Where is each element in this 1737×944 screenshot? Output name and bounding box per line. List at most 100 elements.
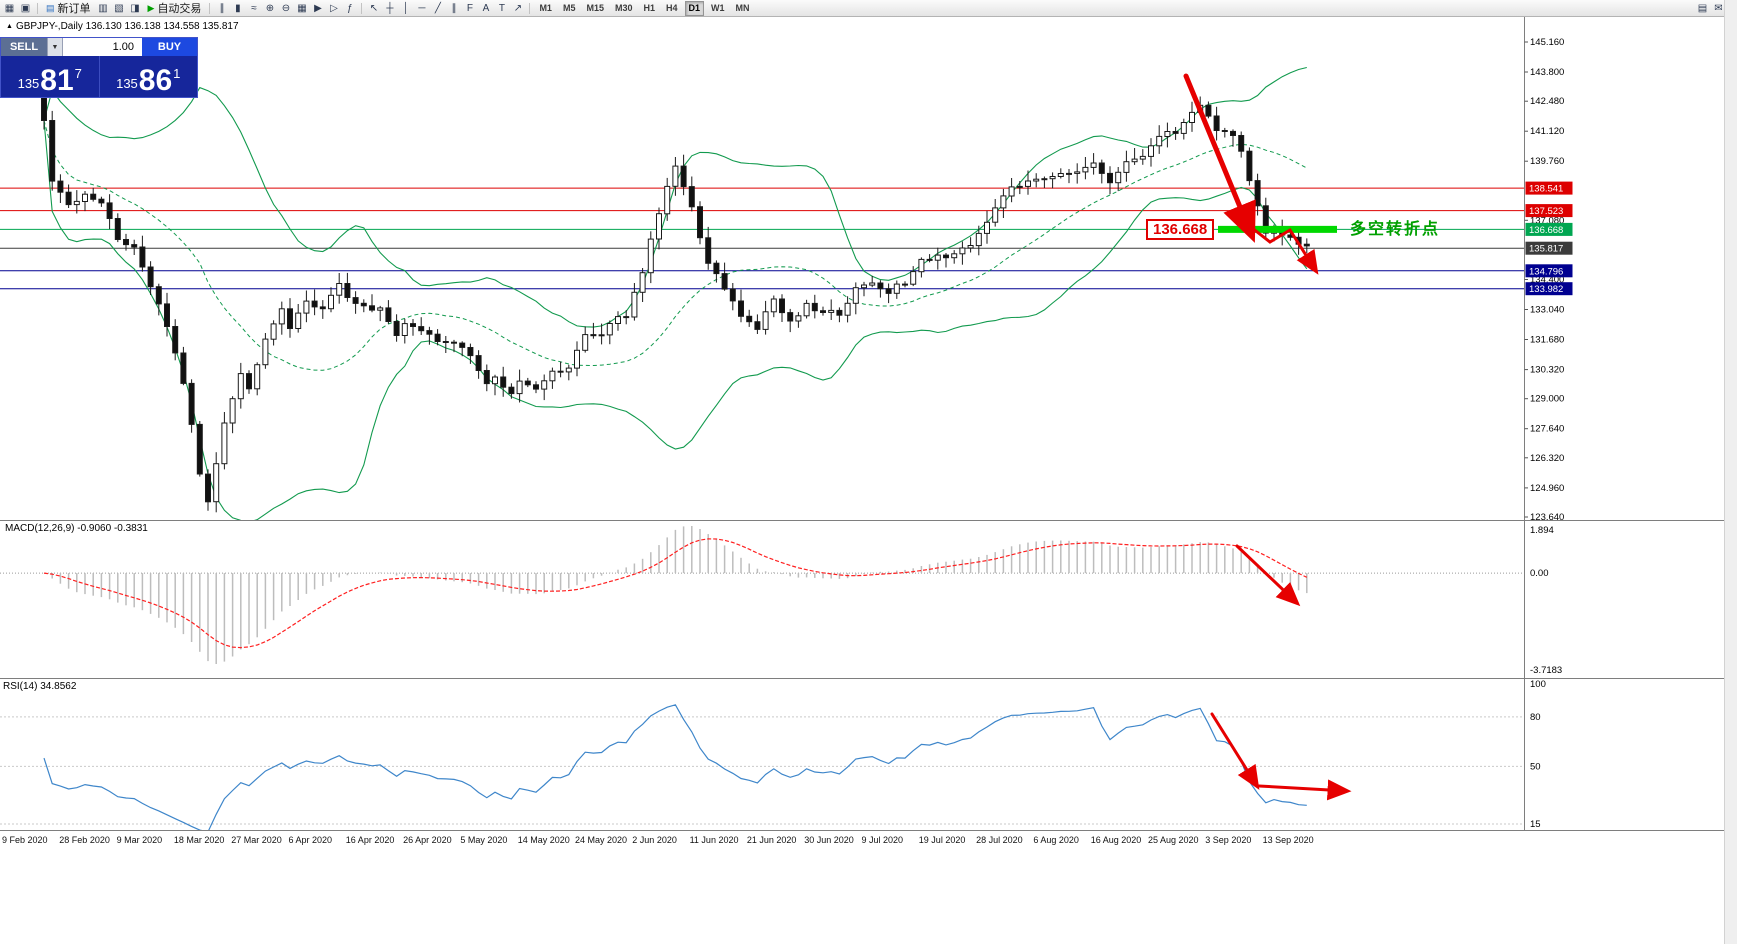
macd-values: -0.9060 -0.3831 [77, 523, 148, 534]
svg-text:100: 100 [1530, 679, 1546, 690]
svg-text:142.480: 142.480 [1530, 96, 1564, 107]
line-chart-icon[interactable]: ≈ [251, 2, 257, 14]
timeframe-button-h1[interactable]: H1 [643, 2, 656, 13]
charts-grid-icon[interactable]: ▦ [4, 2, 15, 14]
toolbar-separator [209, 2, 211, 14]
time-axis-label: 28 Jul 2020 [976, 835, 1023, 845]
fibonacci-icon[interactable]: F [466, 2, 473, 14]
lot-dropdown-icon[interactable]: ▼ [47, 38, 63, 56]
label-icon[interactable]: T [498, 2, 505, 14]
macd-indicator-label: MACD(12,26,9) -0.9060 -0.3831 [5, 523, 148, 534]
svg-text:129.000: 129.000 [1530, 394, 1564, 405]
vertical-line-icon[interactable]: │ [402, 2, 410, 14]
auto-scroll-icon[interactable]: ▶ [314, 2, 322, 14]
new-order-icon: ▤ [46, 2, 55, 13]
timeframe-button-d1[interactable]: D1 [684, 0, 705, 16]
svg-text:127.640: 127.640 [1530, 424, 1564, 435]
svg-text:50: 50 [1530, 761, 1541, 772]
window-scrollbar[interactable] [1724, 0, 1737, 944]
timeframe-button-m15[interactable]: M15 [586, 2, 604, 13]
autotrading-play-icon: ▶ [147, 2, 155, 13]
time-axis-label: 30 Jun 2020 [804, 835, 854, 845]
buy-price[interactable]: 135 86 1 [98, 56, 198, 97]
main-toolbar: ▦ ▣ ▤ 新订单 ▥ ▧ ◨ ▶ 自动交易 ∥ ▮ ≈ ⊕ ⊖ ▦ ▶ ▷ ƒ ↖ ┼ │ ─ ╱ ∥ F A T ↗ M1 M5 M15… [0, 0, 1728, 17]
timeframe-button-m30[interactable]: M30 [614, 2, 633, 13]
time-axis-label: 19 Jul 2020 [918, 835, 966, 845]
chart-shift-icon[interactable]: ▷ [330, 2, 338, 14]
svg-text:1.894: 1.894 [1530, 525, 1554, 536]
time-axis-label: 25 Aug 2020 [1148, 835, 1199, 845]
time-axis-label: 16 Apr 2020 [345, 835, 395, 845]
timeframe-button-m5[interactable]: M5 [562, 2, 576, 13]
cursor-icon[interactable]: ↖ [369, 2, 379, 14]
text-icon[interactable]: A [482, 2, 490, 14]
sell-button[interactable]: SELL [1, 38, 47, 56]
lot-size-input[interactable]: 1.00 [63, 38, 142, 56]
toolbar-separator [37, 2, 38, 14]
crosshair-icon[interactable]: ┼ [386, 2, 394, 14]
timeframe-button-w1[interactable]: W1 [711, 2, 725, 13]
buy-price-big-figure: 135 [116, 76, 138, 91]
market-watch-icon[interactable]: ▥ [98, 2, 108, 14]
symbol-period-label: GBPJPY-,Daily [15, 21, 83, 32]
time-axis-label: 11 Jun 2020 [689, 835, 739, 845]
rsi-indicator-label: RSI(14) 34.8562 [3, 681, 76, 692]
navigator-icon[interactable]: ▧ [114, 2, 124, 14]
toolbar-separator [361, 2, 363, 14]
buy-button[interactable]: BUY [142, 38, 197, 56]
zoom-in-icon[interactable]: ⊕ [265, 2, 275, 14]
rsi-title: RSI(14) [3, 681, 38, 692]
bar-chart-icon[interactable]: ∥ [219, 2, 225, 14]
time-axis-label: 2 Jun 2020 [632, 835, 677, 845]
time-axis-label: 9 Jul 2020 [861, 835, 904, 845]
buy-price-point: 1 [173, 66, 181, 81]
sell-price-big-figure: 135 [17, 76, 40, 91]
svg-text:133.040: 133.040 [1530, 305, 1564, 316]
chart-window: 145.160 143.800 142.480 141.120 139.760 137.0… [0, 16, 1737, 944]
svg-text:138.541: 138.541 [1529, 184, 1563, 195]
indicators-icon[interactable]: ƒ [347, 2, 353, 14]
svg-text:80: 80 [1530, 712, 1541, 723]
svg-text:136.668: 136.668 [1529, 225, 1563, 236]
new-order-button[interactable]: ▤ 新订单 [42, 1, 95, 16]
main-chart[interactable]: 145.160 143.800 142.480 141.120 139.760 137.0… [0, 16, 1737, 520]
candlestick-chart-icon[interactable]: ▮ [235, 2, 241, 14]
time-axis-label: 14 May 2020 [517, 835, 570, 845]
macd-panel[interactable]: 1.894 0.00 -3.7183 [0, 520, 1737, 678]
time-axis-label: 27 Mar 2020 [231, 835, 282, 845]
sell-price[interactable]: 135 81 7 [1, 56, 99, 97]
mail-icon[interactable]: ✉ [1714, 2, 1723, 14]
svg-text:134.796: 134.796 [1529, 266, 1563, 277]
svg-text:-3.7183: -3.7183 [1530, 665, 1562, 676]
svg-text:139.760: 139.760 [1530, 156, 1564, 167]
time-axis-label: 18 Mar 2020 [173, 835, 225, 845]
news-icon[interactable]: ▤ [1697, 2, 1708, 14]
svg-text:15: 15 [1530, 819, 1541, 830]
price-callout-label: 136.668 [1146, 219, 1215, 240]
tile-windows-icon[interactable]: ▦ [297, 2, 307, 14]
trendline-icon[interactable]: ╱ [434, 2, 441, 14]
arrows-icon[interactable]: ↗ [513, 2, 523, 14]
autotrading-label: 自动交易 [157, 3, 202, 15]
time-axis[interactable]: 9 Feb 2020 28 Feb 2020 9 Mar 2020 18 Mar 20… [0, 830, 1726, 849]
timeframe-button-m1[interactable]: M1 [539, 2, 552, 13]
sell-price-point: 7 [74, 66, 82, 81]
horizontal-line-icon[interactable]: ─ [418, 2, 426, 14]
zoom-out-icon[interactable]: ⊖ [281, 2, 291, 14]
toolbar-separator [529, 2, 531, 14]
channel-icon[interactable]: ∥ [451, 2, 457, 14]
terminal-icon[interactable]: ◨ [130, 2, 140, 14]
one-click-trading-widget: SELL ▼ 1.00 BUY 135 81 7 135 86 1 [0, 37, 198, 98]
sell-price-pips: 81 [40, 63, 74, 97]
timeframe-button-mn[interactable]: MN [735, 2, 750, 13]
time-axis-label: 6 Aug 2020 [1033, 835, 1079, 845]
rsi-panel[interactable]: 100 80 50 15 [0, 678, 1737, 830]
svg-text:137.523: 137.523 [1529, 206, 1563, 217]
svg-text:123.640: 123.640 [1530, 512, 1564, 520]
profiles-icon[interactable]: ▣ [20, 2, 31, 14]
timeframe-button-h4[interactable]: H4 [666, 2, 678, 13]
svg-text:124.960: 124.960 [1530, 483, 1564, 494]
macd-title: MACD(12,26,9) [5, 523, 75, 534]
autotrading-button[interactable]: ▶ 自动交易 [144, 1, 206, 16]
time-axis-label: 16 Aug 2020 [1090, 835, 1142, 845]
